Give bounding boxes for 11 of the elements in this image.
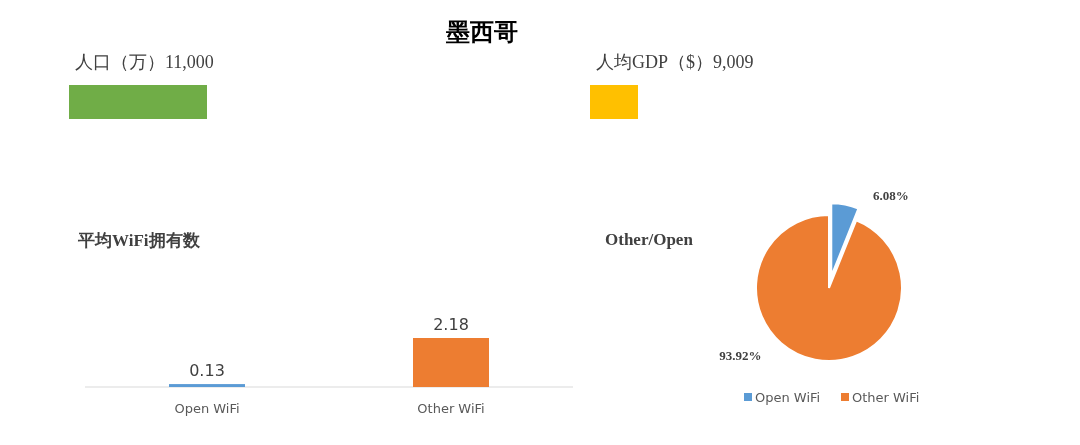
text: 人均GDP（$）9,009 [596, 52, 754, 72]
data-label: 2.18 [433, 315, 469, 334]
text: Other/Open [605, 230, 694, 249]
data-label: 0.13 [189, 361, 225, 381]
legend-label: Open WiFi [755, 390, 821, 405]
text: 人口（万）11,000 [75, 52, 214, 72]
data-label: 93.92% [719, 347, 762, 363]
text: 墨西哥 [445, 19, 518, 45]
data-label: 6.08% [872, 187, 909, 203]
legend-label: Other WiFi [852, 390, 920, 405]
chart-title: 平均WiFi拥有数 [77, 231, 201, 250]
